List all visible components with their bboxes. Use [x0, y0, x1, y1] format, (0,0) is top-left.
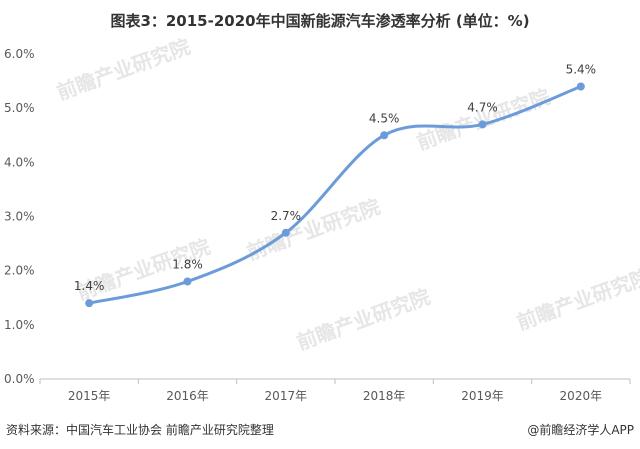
- data-points: [85, 82, 585, 308]
- x-tick-label: 2015年: [68, 389, 111, 403]
- y-tick-label: 5.0%: [4, 101, 35, 115]
- credit-note: @前瞻经济学人APP: [527, 423, 634, 437]
- data-label: 1.8%: [172, 258, 203, 272]
- y-tick-label: 6.0%: [4, 47, 35, 61]
- y-tick-label: 1.0%: [4, 318, 35, 332]
- watermark-text: 前瞻产业研究院: [294, 284, 434, 354]
- data-label: 4.5%: [369, 111, 400, 125]
- data-label: 5.4%: [566, 63, 597, 77]
- data-label: 4.7%: [467, 100, 498, 114]
- data-point: [281, 228, 290, 237]
- x-tick-label: 2017年: [265, 389, 308, 403]
- x-tick-label: 2018年: [363, 389, 406, 403]
- data-labels: 1.4% 1.8% 2.7% 4.5% 4.7% 5.4%: [74, 63, 596, 294]
- y-axis: 0.0% 1.0% 2.0% 3.0% 4.0% 5.0% 6.0%: [4, 47, 35, 386]
- data-point: [183, 277, 192, 286]
- x-tick-label: 2020年: [560, 389, 603, 403]
- x-tick-label: 2019年: [461, 389, 504, 403]
- series-line: [88, 85, 582, 305]
- watermark-text: 前瞻产业研究院: [414, 84, 554, 154]
- y-tick-label: 2.0%: [4, 264, 35, 278]
- x-axis: 2015年 2016年 2017年 2018年 2019年 2020年: [39, 379, 631, 403]
- y-tick-label: 3.0%: [4, 210, 35, 224]
- data-point: [478, 120, 487, 129]
- data-point: [380, 131, 389, 140]
- y-tick-label: 4.0%: [4, 155, 35, 169]
- source-note: 资料来源：中国汽车工业协会 前瞻产业研究院整理: [6, 423, 274, 437]
- x-tick-label: 2016年: [166, 389, 209, 403]
- watermark-layer: 前瞻产业研究院前瞻产业研究院前瞻产业研究院前瞻产业研究院前瞻产业研究院前瞻产业研…: [54, 34, 640, 354]
- data-label: 2.7%: [271, 209, 302, 223]
- chart-title: 图表3：2015-2020年中国新能源汽车渗透率分析 (单位：%): [110, 12, 530, 30]
- watermark-text: 前瞻产业研究院: [54, 34, 194, 104]
- data-label: 1.4%: [74, 279, 105, 293]
- watermark-text: 前瞻产业研究院: [514, 264, 640, 334]
- data-point: [85, 299, 94, 308]
- y-tick-label: 0.0%: [4, 372, 35, 386]
- data-point: [576, 82, 585, 91]
